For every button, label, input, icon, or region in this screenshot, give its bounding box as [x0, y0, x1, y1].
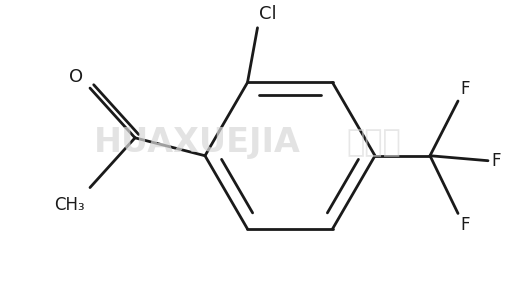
Text: Cl: Cl	[260, 5, 277, 23]
Text: CH₃: CH₃	[54, 196, 85, 213]
Text: 化学加: 化学加	[346, 128, 401, 157]
Text: O: O	[69, 68, 83, 86]
Text: F: F	[491, 152, 500, 170]
Text: F: F	[460, 80, 470, 98]
Text: F: F	[460, 216, 470, 234]
Text: HUAXUEJIA: HUAXUEJIA	[94, 126, 301, 159]
